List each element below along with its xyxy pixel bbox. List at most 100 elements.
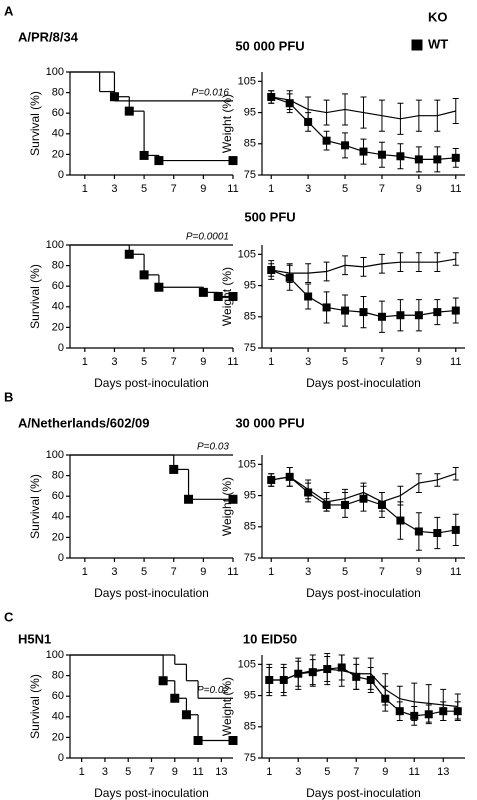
y-tick-label: 40 [52, 711, 64, 723]
marker-square [267, 92, 276, 101]
y-tick-label: 105 [238, 658, 256, 670]
marker-square [451, 153, 460, 162]
marker-square [411, 39, 423, 51]
y-tick-label: 75 [244, 752, 256, 764]
marker-square [341, 500, 350, 509]
x-axis-label: Days post-inoculation [306, 586, 421, 600]
x-tick-label: 3 [305, 566, 311, 578]
y-tick-label: 105 [238, 75, 256, 87]
marker-square [410, 711, 419, 720]
y-axis-label: Survival (%) [28, 474, 42, 539]
panel-label: B [4, 389, 13, 404]
x-axis-label: Days post-inoculation [94, 376, 209, 390]
x-tick-label: 5 [324, 766, 330, 778]
marker-square [154, 156, 164, 166]
strain: A/Netherlands/602/09 [18, 415, 150, 430]
x-tick-label: 5 [141, 183, 147, 195]
y-tick-label: 20 [52, 148, 64, 160]
y-tick-label: 95 [244, 689, 256, 701]
marker-square [424, 710, 433, 719]
x-axis-label: Days post-inoculation [306, 786, 421, 800]
x-tick-label: 3 [111, 183, 117, 195]
y-axis-label: Survival (%) [28, 264, 42, 329]
y-tick-label: 60 [52, 107, 64, 119]
x-tick-label: 5 [125, 766, 131, 778]
marker-square [181, 710, 191, 720]
x-tick-label: 11 [192, 766, 203, 778]
x-tick-label: 7 [171, 566, 177, 578]
marker-triangle [412, 11, 423, 22]
marker-square [352, 672, 361, 681]
x-tick-label: 3 [295, 766, 301, 778]
marker-square [396, 152, 405, 161]
y-tick-label: 40 [52, 511, 64, 523]
y-axis-label: Survival (%) [28, 91, 42, 156]
marker-square [341, 141, 350, 150]
error-bar [378, 253, 385, 274]
x-tick-label: 7 [353, 766, 359, 778]
marker-square [439, 707, 448, 716]
marker-square [304, 292, 313, 301]
legend-label: KO [428, 9, 448, 24]
x-tick-label: 9 [200, 183, 206, 195]
x-tick-label: 9 [382, 766, 388, 778]
x-tick-label: 13 [437, 766, 449, 778]
y-tick-label: 60 [52, 490, 64, 502]
marker-square [279, 675, 288, 684]
x-tick-label: 13 [215, 766, 227, 778]
x-axis-label: Days post-inoculation [94, 586, 209, 600]
error-bar [415, 252, 422, 273]
x-tick-label: 1 [268, 356, 274, 368]
y-axis-label: Weight (%) [220, 677, 234, 736]
x-tick-label: 7 [171, 356, 177, 368]
marker-square [323, 665, 332, 674]
error-bar [305, 263, 312, 283]
y-tick-label: 100 [46, 239, 64, 251]
marker-triangle [229, 240, 238, 249]
x-tick-label: 3 [305, 183, 311, 195]
y-tick-label: 0 [58, 169, 64, 181]
marker-square [396, 311, 405, 320]
marker-square [377, 312, 386, 321]
y-tick-label: 20 [52, 531, 64, 543]
x-tick-label: 7 [171, 183, 177, 195]
marker-square [322, 500, 331, 509]
x-tick-label: 11 [450, 356, 461, 368]
y-axis-label: Weight (%) [220, 267, 234, 326]
x-tick-label: 9 [200, 566, 206, 578]
marker-square [228, 292, 238, 301]
marker-square [395, 707, 404, 716]
x-tick-label: 11 [227, 356, 238, 368]
marker-square [158, 676, 168, 686]
y-tick-label: 80 [52, 470, 64, 482]
x-axis-label: Days post-inoculation [94, 786, 209, 800]
y-tick-label: 105 [238, 248, 256, 260]
error-bar [452, 466, 459, 481]
marker-square [359, 147, 368, 156]
x-tick-label: 9 [416, 356, 422, 368]
marker-square [184, 494, 194, 504]
x-tick-label: 1 [82, 183, 88, 195]
marker-square [124, 106, 134, 116]
error-bar [378, 99, 385, 132]
x-tick-label: 1 [82, 356, 88, 368]
error-bar [415, 99, 422, 132]
y-tick-label: 80 [52, 670, 64, 682]
y-tick-label: 20 [52, 321, 64, 333]
p-value: P=0.03 [197, 442, 229, 453]
error-bar [360, 96, 367, 129]
x-tick-label: 1 [268, 566, 274, 578]
marker-square [139, 150, 149, 160]
panel-label: C [4, 609, 14, 624]
y-axis-label: Weight (%) [220, 94, 234, 153]
x-tick-label: 3 [102, 766, 108, 778]
dose: 50 000 PFU [235, 38, 304, 53]
marker-square [139, 270, 149, 280]
marker-square [265, 675, 274, 684]
y-axis-label: Survival (%) [28, 674, 42, 739]
marker-square [267, 265, 276, 274]
marker-square [322, 303, 331, 312]
marker-square [154, 282, 164, 292]
marker-square [213, 292, 223, 301]
